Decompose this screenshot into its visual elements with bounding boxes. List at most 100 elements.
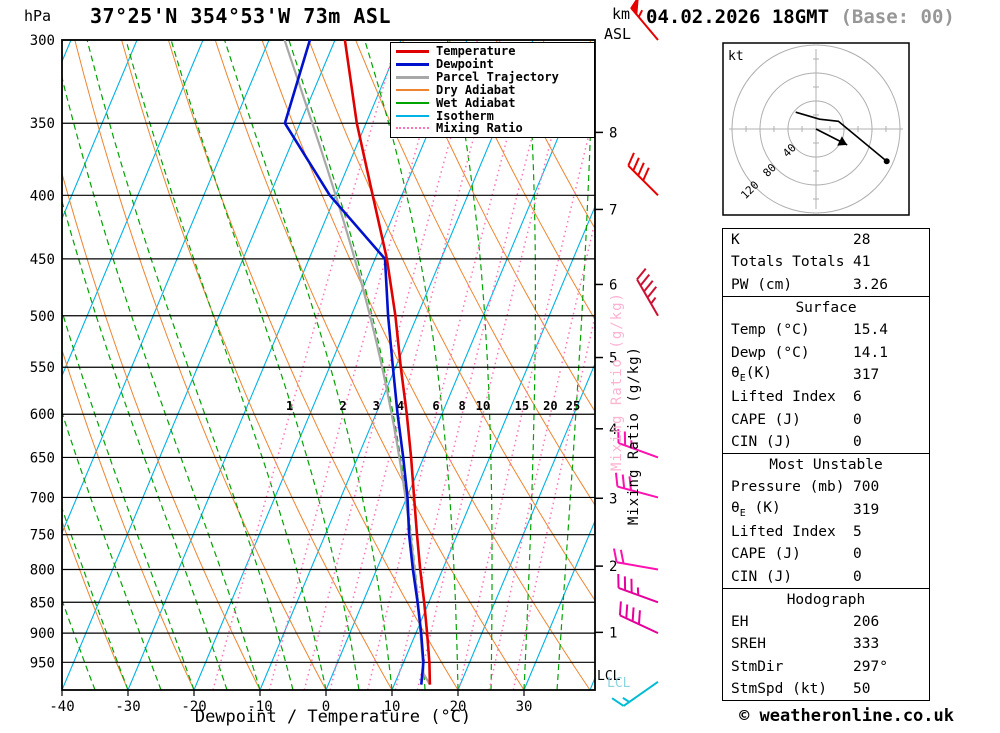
pressure-tick-label: 300 [30,33,55,49]
legend-label: Mixing Ratio [436,121,523,136]
legend-label: Temperature [436,44,516,59]
isotherm-line [523,519,595,690]
grid: 3003504004505005506006507007508008509009… [30,33,618,715]
mixing-ratio-value-label: 3 [373,399,380,413]
table-row: Totals Totals 41 [723,251,929,273]
mixing-ratio-value-label: 6 [432,399,439,413]
table-row-label: CAPE (J) [731,546,801,563]
pressure-tick-label: 450 [30,252,55,268]
barb-staff [623,681,659,707]
mixing-ratio-line [416,40,578,690]
mixing-ratio-line [212,40,398,690]
table-row-label: θE(K) [731,365,772,385]
dry-adiabat-line [401,40,595,413]
table-section-header: Hodograph [786,591,866,608]
barb-full [625,604,629,619]
table-row: CAPE (J) 0 [723,543,929,565]
table-row-label: Pressure (mb) [731,479,845,496]
km-tick-label: 2 [609,559,617,575]
legend-entry: Mixing Ratio [396,122,594,134]
storm-motion-arrowhead [837,136,848,146]
legend-line-sample [396,101,429,104]
legend-line-sample [396,88,429,91]
table-row-label: SREH [731,636,766,653]
table-row: Dewp (°C) 14.1 [723,341,929,363]
isotherm-line [62,40,270,535]
table-row-value: 700 [853,479,880,496]
wind-barb [630,0,659,41]
table-row-label: Dewp (°C) [731,344,810,361]
table-row-value: 28 [853,232,871,249]
pressure-axis-unit: hPa [24,7,52,25]
pressure-tick-label: 900 [30,626,55,642]
wet-adiabat-line [125,40,327,690]
temp-tick-label: 0 [322,699,330,715]
temp-tick-label: 30 [516,699,533,715]
mixing-ratio-labels: 1 2 3 4 6 8 10 15 20 25 [286,399,580,413]
table-row: Lifted Index 5 [723,521,929,543]
temp-tick-label: 10 [384,699,401,715]
barb-half [622,697,630,703]
barb-full [628,476,632,491]
pressure-tick-label: 400 [30,188,55,204]
copyright: © weatheronline.co.uk [739,706,954,726]
table-section-header: Most Unstable [769,456,883,473]
dry-adiabat-line [448,40,595,321]
table-row: θE (K) 319 [723,499,929,521]
table-section-header: Surface [795,299,857,316]
table-row-value: 15.4 [853,322,888,339]
mixing-ratio-value-label: 4 [397,399,404,413]
table-row-value: 0 [853,568,862,585]
table-row-value: 317 [853,366,880,383]
altitude-axis-unit-asl: ASL [604,25,632,43]
dry-adiabat-line [62,519,129,690]
wind-barb [617,573,659,604]
mixing-ratio-axis-label-pink: Mixing Ratio (g/kg) [609,292,625,472]
table-row-label: CIN (J) [731,433,793,450]
wet-adiabat-line [62,410,162,690]
table-row-value: 297° [853,658,888,675]
pressure-tick-label: 800 [30,563,55,579]
legend-entry: Dewpoint [396,58,594,70]
table-row: CIN (J) 0 [723,565,929,587]
dewpoint-line [283,40,425,685]
mixing-ratio-value-label: 25 [566,399,580,413]
table-row-value: 41 [853,254,871,271]
temperature-line [343,40,432,685]
mixing-ratio-value-label: 8 [459,399,466,413]
table-row-label: StmSpd (kt) [731,681,828,698]
wet-adiabat-line [62,199,228,690]
isotherm-line [391,205,595,690]
dry-adiabat-line [495,40,595,230]
barb-full [621,474,626,489]
isotherm-line [62,40,336,690]
legend-entry: Dry Adiabat [396,84,594,96]
table-row-value: 0 [853,433,862,450]
table-row-value: 14.1 [853,344,888,361]
barb-full [632,157,640,171]
hodograph-ring [731,44,901,214]
table-section: Surface Temp (°C) 15.4 Dewp (°C) 14.1 θE(K) 31… [723,295,929,453]
isotherm-line [127,40,402,690]
legend-entry: Isotherm [396,110,594,122]
pressure-tick-label: 600 [30,407,55,423]
legend-label: Parcel Trajectory [436,70,559,85]
km-tick-label: 4 [609,422,617,438]
wet-adiabat-line [170,40,360,690]
barb-full [637,610,641,625]
table-row-value: 3.26 [853,276,888,293]
mixing-ratio-value-label: 15 [515,399,529,413]
table-row-label: Totals Totals [731,254,845,271]
temp-tick-label: -10 [247,699,272,715]
table-row: PW (cm) 3.26 [723,274,929,296]
pressure-tick-label: 750 [30,528,55,544]
legend-line-sample [396,127,429,130]
temp-tick-label: -40 [49,699,74,715]
table-section: Hodograph EH 206 SREH 333 StmDir 297° StmSpd (k… [723,587,929,700]
wind-barb [627,152,659,197]
barb-full [614,472,619,487]
barb-full [646,286,658,299]
barb-flag [630,0,639,16]
table-row-label: EH [731,614,749,631]
table-row: Pressure (mb) 700 [723,476,929,498]
